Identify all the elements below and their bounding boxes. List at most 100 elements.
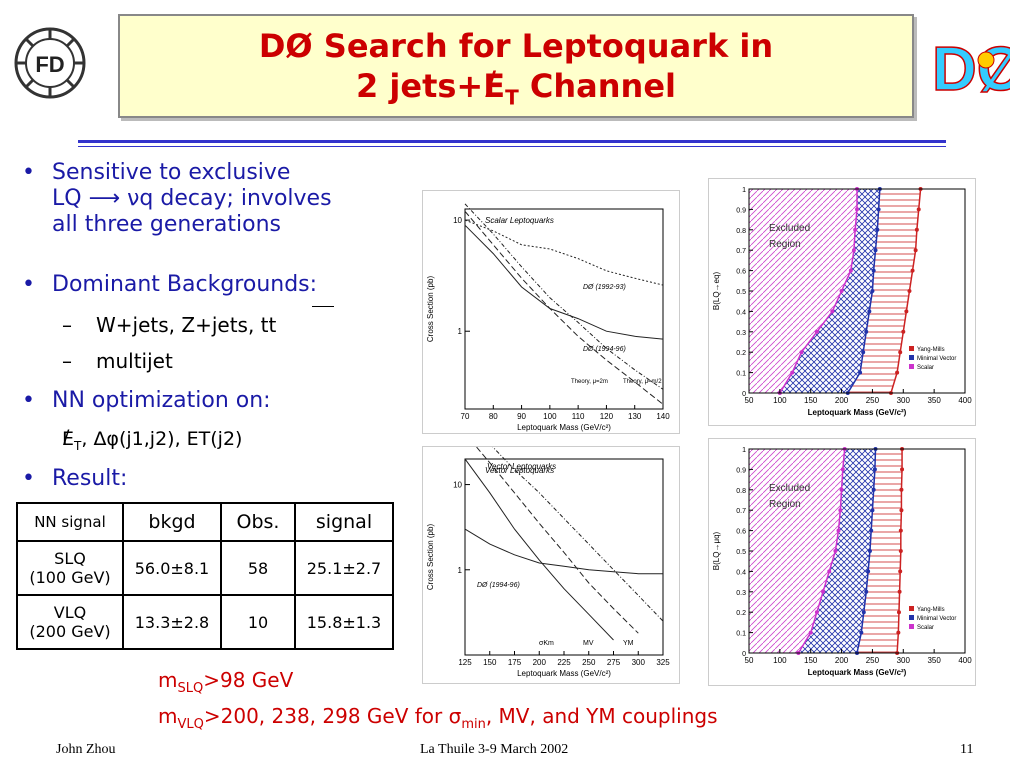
legend-label: Yang-Mills bbox=[917, 607, 945, 613]
series-label: DØ (1994-96) bbox=[583, 346, 626, 353]
header-bkgd: bkgd bbox=[122, 502, 222, 542]
boundary-point bbox=[871, 487, 876, 492]
boundary-point bbox=[873, 248, 878, 253]
y-tick-label: 0.6 bbox=[736, 529, 746, 536]
annotation-line2: Region bbox=[769, 499, 801, 510]
x-tick-label: 200 bbox=[835, 656, 849, 665]
row-name-line1: SLQ bbox=[54, 549, 86, 568]
boundary-point bbox=[916, 207, 921, 212]
svg-text:DØ: DØ bbox=[932, 35, 1010, 104]
boundary-point bbox=[840, 467, 845, 472]
chart-svg: 50 100 150 200 250 300 350 400 0 0.1 0.2 0.3 0.4 0.5 0… bbox=[712, 447, 972, 677]
header-signal: signal bbox=[294, 502, 394, 542]
slq-sub: SLQ bbox=[177, 681, 204, 696]
slq-limit: >98 GeV bbox=[203, 668, 294, 692]
legend-label: Yang-Mills bbox=[917, 347, 945, 353]
chart-vector-cross-section: Vector Leptoquarks 125 150 175 200 225 250 275 3… bbox=[422, 417, 680, 684]
row-name: SLQ (100 GeV) bbox=[16, 540, 124, 596]
x-tick-label: 300 bbox=[897, 396, 911, 405]
chart-vector-exclusion: 50 100 150 200 250 300 350 400 0 0.1 0.2 0.3 0.4 0.5 0… bbox=[708, 438, 976, 686]
series-label: Theory, μ=m/2 bbox=[623, 379, 662, 385]
series-label: DØ (1992-93) bbox=[583, 284, 626, 291]
series-label: MV bbox=[583, 640, 594, 647]
x-tick-label: 90 bbox=[517, 412, 526, 421]
boundary-point bbox=[827, 569, 832, 574]
table-row: VLQ (200 GeV) 13.3±2.8 10 15.8±1.3 bbox=[16, 594, 394, 650]
cell-signal: 25.1±2.7 bbox=[294, 540, 394, 596]
legend-marker bbox=[909, 346, 914, 351]
cell-obs: 58 bbox=[220, 540, 296, 596]
y-tick-label: 0.4 bbox=[736, 309, 746, 316]
series-label: Theory, μ=2m bbox=[571, 379, 608, 385]
legend-marker bbox=[909, 615, 914, 620]
y-tick-label: 0.2 bbox=[736, 350, 746, 357]
boundary-point bbox=[910, 268, 915, 273]
series-line bbox=[464, 219, 664, 286]
boundary-point bbox=[898, 549, 903, 553]
boundary-point bbox=[875, 227, 880, 232]
bullet-4-text: Result: bbox=[52, 466, 128, 491]
header-nn-signal: NN signal bbox=[16, 502, 124, 542]
boundary-point bbox=[808, 630, 813, 635]
x-tick-label: 400 bbox=[958, 656, 972, 665]
arrow-icon: ⟶ bbox=[88, 186, 121, 211]
x-tick-label: 150 bbox=[804, 396, 818, 405]
slide-title: DØ Search for Leptoquark in 2 jets+E / T C… bbox=[118, 14, 914, 118]
result-slq: mSLQ>98 GeV bbox=[158, 668, 293, 696]
y-tick-label: 0.9 bbox=[736, 467, 746, 474]
x-tick-label: 325 bbox=[656, 658, 670, 667]
series-line bbox=[464, 210, 664, 405]
boundary-point bbox=[914, 227, 919, 232]
y-tick-label: 0.5 bbox=[736, 549, 746, 556]
vlq-limit: >200, 238, 298 GeV for bbox=[203, 704, 449, 728]
y-tick-label: 0.1 bbox=[736, 631, 746, 638]
y-axis-label: Cross Section (pb) bbox=[426, 276, 435, 343]
exclusion-region bbox=[847, 189, 921, 393]
y-tick-label: 0 bbox=[742, 651, 746, 658]
x-axis-label: Leptoquark Mass (GeV/c²) bbox=[808, 408, 907, 417]
boundary-point bbox=[836, 528, 841, 533]
boundary-point bbox=[859, 630, 864, 635]
x-tick-label: 50 bbox=[745, 396, 754, 405]
boundary-point bbox=[853, 227, 858, 232]
y-tick-label: 0.2 bbox=[736, 610, 746, 617]
boundary-point bbox=[872, 467, 877, 472]
multijet-text: multijet bbox=[96, 349, 173, 373]
x-axis-label: Leptoquark Mass (GeV/c²) bbox=[517, 423, 611, 432]
boundary-point bbox=[814, 610, 819, 615]
y-tick-label: 0.1 bbox=[736, 371, 746, 378]
series-label: DØ (1994-96) bbox=[477, 582, 520, 589]
boundary-point bbox=[898, 528, 903, 533]
legend-marker bbox=[909, 364, 914, 369]
boundary-point bbox=[861, 610, 866, 615]
x-tick-label: 250 bbox=[582, 658, 596, 667]
boundary-point bbox=[871, 268, 876, 273]
annotation-line1: Excluded bbox=[769, 483, 810, 494]
boundary-point bbox=[855, 207, 859, 212]
title-et-sub: T bbox=[505, 85, 519, 110]
series-label: σKm bbox=[539, 640, 554, 647]
y-axis-label: B(LQ→eq) bbox=[712, 272, 721, 311]
x-tick-label: 80 bbox=[489, 412, 498, 421]
x-tick-label: 140 bbox=[656, 412, 670, 421]
series-line bbox=[464, 417, 664, 622]
cell-obs: 10 bbox=[220, 594, 296, 650]
series-line bbox=[464, 432, 639, 634]
boundary-point bbox=[864, 329, 869, 334]
boundary-point bbox=[913, 248, 918, 253]
x-tick-label: 350 bbox=[927, 656, 941, 665]
title-line2: 2 jets+E / T Channel bbox=[120, 64, 912, 117]
footer-author: John Zhou bbox=[56, 742, 116, 757]
boundary-point bbox=[900, 467, 905, 472]
m-symbol: m bbox=[158, 704, 178, 728]
x-tick-label: 300 bbox=[632, 658, 646, 667]
legend-label: Scalar bbox=[917, 625, 934, 631]
x-tick-label: 150 bbox=[483, 658, 497, 667]
exclusion-region bbox=[857, 449, 903, 653]
x-tick-label: 200 bbox=[533, 658, 547, 667]
boundary-point bbox=[870, 289, 875, 293]
series-label: YM bbox=[623, 640, 634, 647]
d0-logo: DØ bbox=[930, 24, 1024, 105]
boundary-point bbox=[839, 289, 844, 293]
x-tick-label: 70 bbox=[461, 412, 470, 421]
